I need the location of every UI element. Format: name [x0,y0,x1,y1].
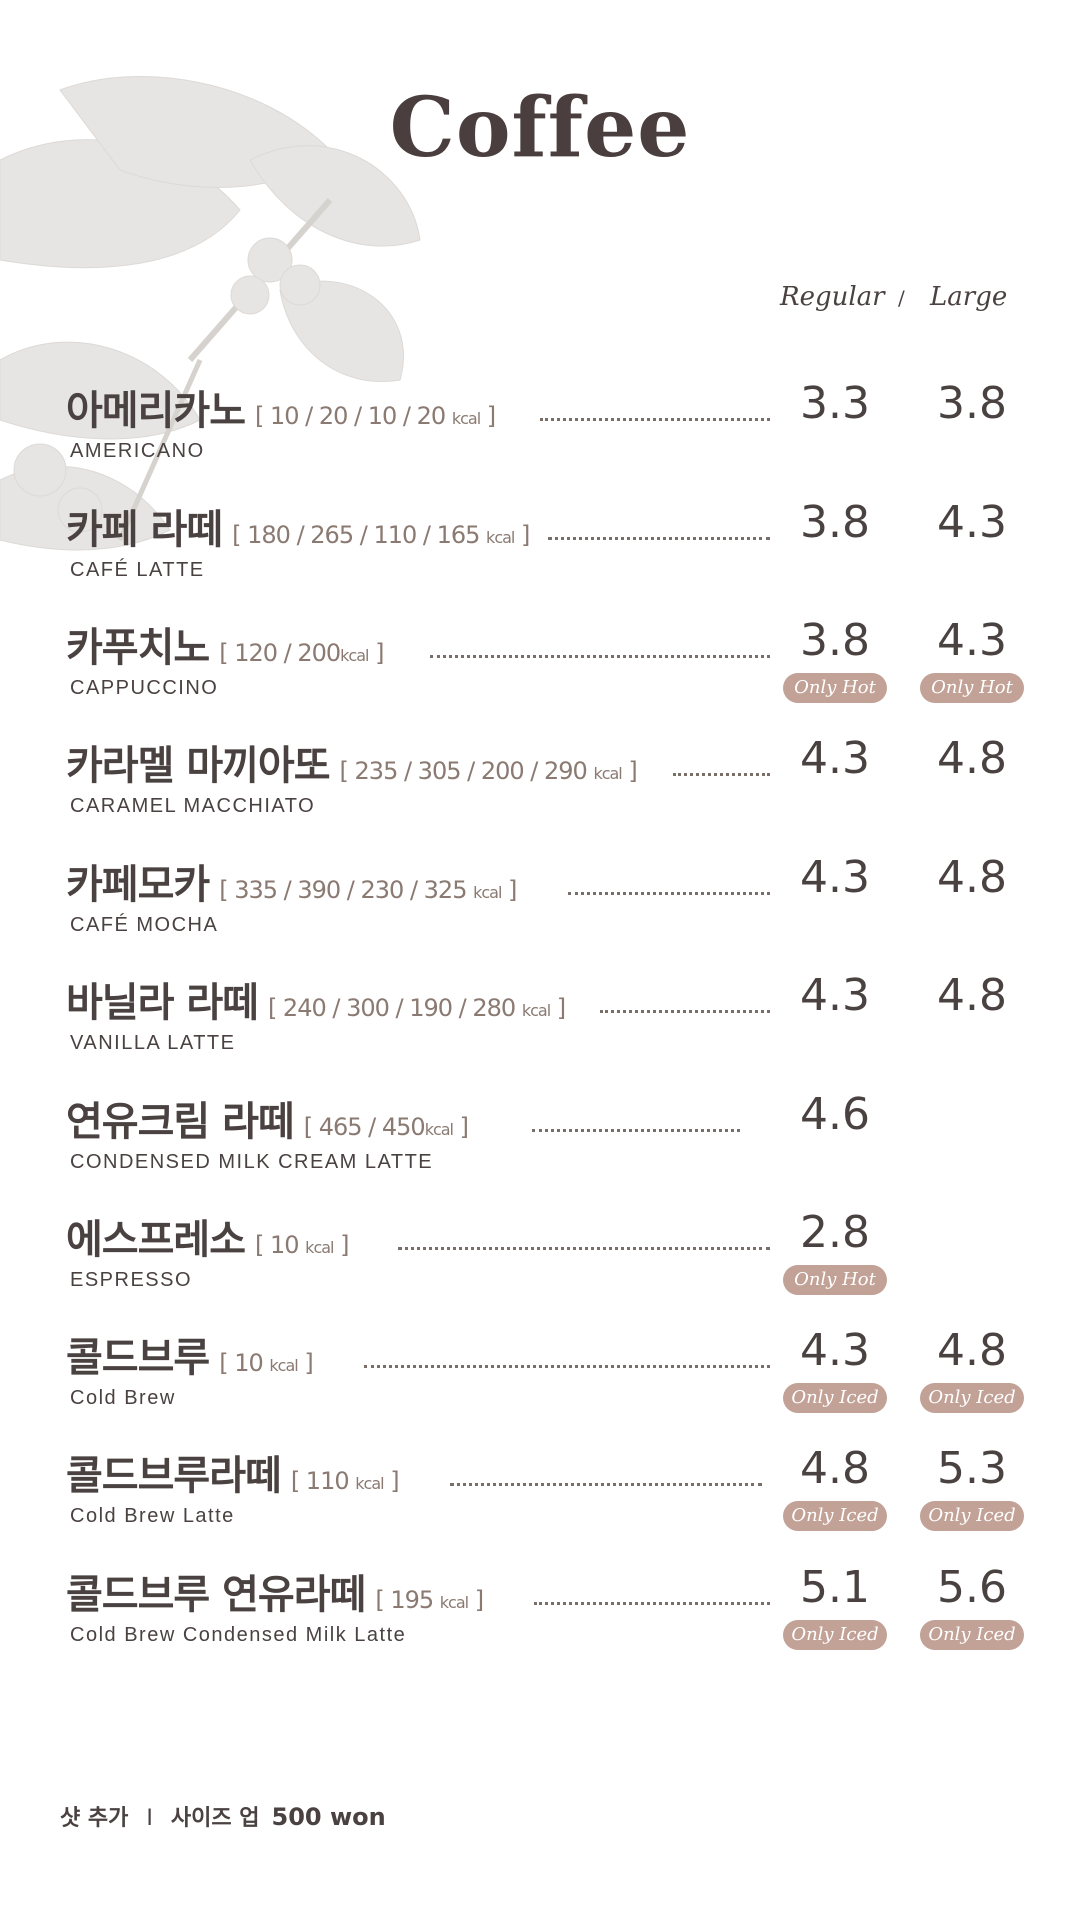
item-kcal: [ 10 kcal ] [219,1349,313,1377]
menu-item-condensed-milk-cream-latte[interactable]: 연유크림 라떼 [ 465 / 450kcal ] CONDENSED MILK… [0,1089,1080,1199]
item-english-name: CAFÉ MOCHA [70,914,219,936]
price-large: 4.8 [937,1325,1007,1376]
item-kcal: [ 195 kcal ] [375,1586,484,1614]
item-english-name: Cold Brew Condensed Milk Latte [70,1624,407,1646]
menu-item-cafe-mocha[interactable]: 카페모카 [ 335 / 390 / 230 / 325 kcal ] CAFÉ… [0,852,1080,962]
leader-dots [600,1010,770,1013]
price-regular: 4.3 [800,852,870,903]
only-hot-badge-regular: Only Hot [783,1265,887,1295]
only-iced-badge-regular: Only Iced [783,1620,887,1650]
menu-item-cold-brew[interactable]: 콜드브루 [ 10 kcal ] Cold Brew 4.3 4.8 Only … [0,1325,1080,1435]
size-up-label: 사이즈 업 [170,1806,260,1831]
price-regular: 3.8 [800,497,870,548]
footer-separator: I [146,1806,153,1831]
leader-dots [450,1483,762,1486]
price-large: 5.6 [937,1562,1007,1613]
item-korean-name: 아메리카노 [66,388,246,434]
leader-dots [540,418,770,421]
item-english-name: CARAMEL MACCHIATO [70,795,316,817]
menu-item-cold-brew-condensed-milk-latte[interactable]: 콜드브루 연유라떼 [ 195 kcal ] Cold Brew Condens… [0,1562,1080,1672]
item-korean-name: 에스프레소 [66,1217,246,1263]
leader-dots [398,1247,770,1250]
menu-item-americano[interactable]: 아메리카노 [ 10 / 20 / 10 / 20 kcal ] AMERICA… [0,378,1080,488]
price-large: 4.8 [937,852,1007,903]
item-english-name: CAPPUCCINO [70,677,219,699]
price-regular: 5.1 [800,1562,870,1613]
price-large: 4.8 [937,970,1007,1021]
item-english-name: AMERICANO [70,440,205,462]
item-kcal: [ 120 / 200kcal ] [219,639,384,667]
item-korean-name: 콜드브루라떼 [66,1453,282,1499]
price-large: 4.8 [937,733,1007,784]
size-regular-label: Regular [780,282,885,312]
leader-dots [673,773,770,776]
price-regular: 4.3 [800,970,870,1021]
item-kcal: [ 240 / 300 / 190 / 280 kcal ] [267,994,566,1022]
page-title: Coffee [389,80,691,176]
leader-dots [548,537,770,540]
item-korean-name: 카라멜 마끼아또 [66,743,331,789]
price-regular: 4.3 [800,1325,870,1376]
item-korean-name: 카페 라떼 [66,507,223,553]
shot-add-label: 샷 추가 [60,1806,129,1831]
only-iced-badge-large: Only Iced [920,1620,1024,1650]
item-kcal: [ 10 kcal ] [255,1231,349,1259]
leader-dots [534,1602,770,1605]
leader-dots [364,1365,770,1368]
menu-item-cold-brew-latte[interactable]: 콜드브루라떼 [ 110 kcal ] Cold Brew Latte 4.8 … [0,1443,1080,1553]
only-iced-badge-regular: Only Iced [783,1383,887,1413]
item-kcal: [ 10 / 20 / 10 / 20 kcal ] [255,402,496,430]
item-english-name: Cold Brew Latte [70,1505,235,1527]
size-separator: / [898,286,905,310]
leader-dots [430,655,770,658]
only-iced-badge-large: Only Iced [920,1383,1024,1413]
price-large: 3.8 [937,378,1007,429]
only-iced-badge-large: Only Iced [920,1501,1024,1531]
item-korean-name: 카푸치노 [66,625,210,671]
item-korean-name: 연유크림 라떼 [66,1099,295,1145]
item-korean-name: 카페모카 [66,862,210,908]
menu-item-vanilla-latte[interactable]: 바닐라 라떼 [ 240 / 300 / 190 / 280 kcal ] VA… [0,970,1080,1080]
only-iced-badge-regular: Only Iced [783,1501,887,1531]
item-kcal: [ 110 kcal ] [290,1467,400,1495]
only-hot-badge-regular: Only Hot [783,673,887,703]
item-english-name: VANILLA LATTE [70,1032,236,1054]
item-kcal: [ 465 / 450kcal ] [303,1113,469,1141]
item-korean-name: 바닐라 라떼 [66,980,259,1026]
item-english-name: Cold Brew [70,1387,176,1409]
item-english-name: CAFÉ LATTE [70,559,205,581]
item-kcal: [ 335 / 390 / 230 / 325 kcal ] [219,876,517,904]
item-english-name: CONDENSED MILK CREAM LATTE [70,1151,434,1173]
menu-item-cafe-latte[interactable]: 카페 라떼 [ 180 / 265 / 110 / 165 kcal ] CAF… [0,497,1080,607]
price-regular: 3.3 [800,378,870,429]
only-hot-badge-large: Only Hot [920,673,1024,703]
price-large: 4.3 [937,497,1007,548]
price-regular: 3.8 [800,615,870,666]
extra-price: 500 won [271,1803,386,1831]
price-regular: 4.8 [800,1443,870,1494]
menu-item-espresso[interactable]: 에스프레소 [ 10 kcal ] ESPRESSO 2.8 Only Hot [0,1207,1080,1317]
item-english-name: ESPRESSO [70,1269,193,1291]
price-regular: 4.3 [800,733,870,784]
size-header: Regular / Large [780,282,1030,322]
item-korean-name: 콜드브루 [66,1335,210,1381]
leader-dots [568,892,770,895]
price-regular: 2.8 [800,1207,870,1258]
price-regular: 4.6 [800,1089,870,1140]
footer-extras: 샷 추가 I 사이즈 업 500 won [60,1800,386,1832]
price-large: 4.3 [937,615,1007,666]
leader-dots [532,1129,740,1132]
size-large-label: Large [930,282,1008,312]
menu-item-caramel-macchiato[interactable]: 카라멜 마끼아또 [ 235 / 305 / 200 / 290 kcal ] … [0,733,1080,843]
menu-item-cappuccino[interactable]: 카푸치노 [ 120 / 200kcal ] CAPPUCCINO 3.8 4.… [0,615,1080,725]
item-kcal: [ 180 / 265 / 110 / 165 kcal ] [232,521,530,549]
item-kcal: [ 235 / 305 / 200 / 290 kcal ] [339,757,638,785]
price-large: 5.3 [937,1443,1007,1494]
item-korean-name: 콜드브루 연유라떼 [66,1572,366,1618]
